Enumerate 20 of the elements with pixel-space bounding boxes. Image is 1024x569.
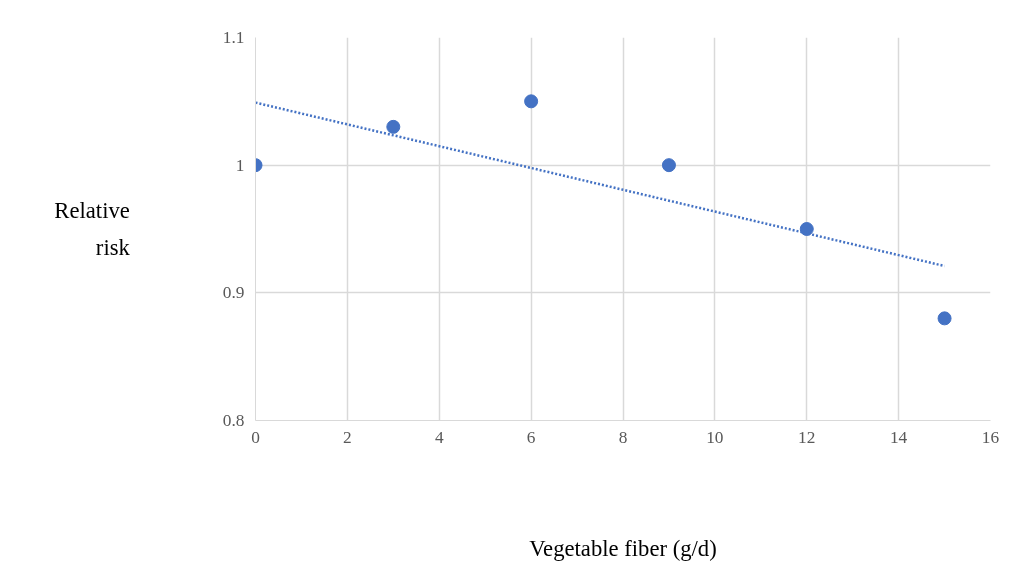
point <box>661 158 676 173</box>
x-axis-title: Vegetable fiber (g/d) <box>529 535 717 561</box>
point <box>937 311 952 326</box>
x-tick-label: 16 <box>981 427 1000 447</box>
point <box>524 94 539 109</box>
x-tick-label: 2 <box>343 427 352 447</box>
x-tick-label: 14 <box>889 427 908 447</box>
y-tick-label: 0.8 <box>222 411 245 430</box>
x-tick-label: 10 <box>706 427 724 447</box>
y-tick-label: 1.1 <box>222 28 245 47</box>
point <box>799 222 814 236</box>
y-tick-label: 0.9 <box>222 283 245 303</box>
y-axis-title: Relative risk <box>54 197 131 261</box>
x-tick-label: 12 <box>798 427 816 447</box>
x-tick-label: 4 <box>434 427 444 447</box>
x-tick-label: 6 <box>526 427 536 447</box>
y-tick-label: 1 <box>235 155 245 175</box>
x-tick-label: 0 <box>251 427 260 447</box>
x-tick-label: 8 <box>618 427 628 447</box>
point <box>386 119 401 134</box>
